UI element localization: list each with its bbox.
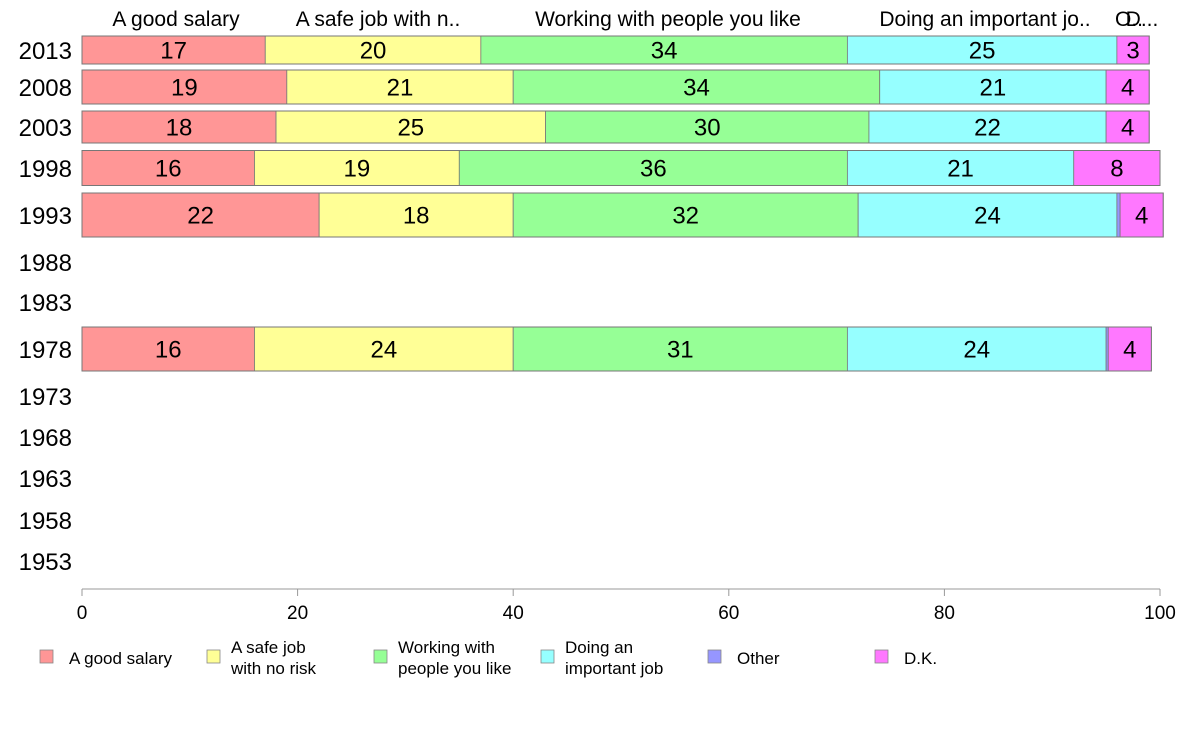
bar-outline [81,69,1150,105]
year-label: 1988 [19,250,72,277]
bar-segment [81,192,320,238]
bar-value-label: 22 [974,115,1001,142]
bars: 17 20 34 25 3 19 21 34 21 4 18 25 30 22 4 16 19 36 21 8 22 18… [81,35,1164,372]
bar-value-label: 19 [344,156,371,183]
x-tick-label: 0 [77,603,88,624]
bar-value-label: 24 [963,337,990,364]
bar-segment [512,69,881,105]
bar-outline [81,326,1152,372]
legend-swatch [39,649,54,664]
legend-label: A good salary [69,649,173,668]
x-tick-label: 40 [503,603,524,624]
bar-value-label: 34 [683,75,710,102]
bar-outline [81,150,1161,186]
bar-value-label: 34 [651,38,678,65]
bar-value-label: 4 [1135,203,1148,230]
bar-segment [254,150,460,186]
bar-segment [1116,192,1121,238]
bar-value-label: 21 [947,156,974,183]
bar-segment [81,110,277,144]
bar-segment [318,192,514,238]
legend-swatch [373,649,388,664]
top-label: Doing an important jo.. [879,8,1090,31]
bar-value-label: 22 [187,203,214,230]
bar-value-label: 4 [1121,75,1134,102]
year-label: 1998 [19,156,72,183]
x-tick-label: 80 [934,603,955,624]
bar-outline [81,110,1150,144]
bar-value-label: 19 [171,75,198,102]
year-label: 1993 [19,203,72,230]
bar-value-label: 30 [694,115,721,142]
year-label: 1978 [19,337,72,364]
bar-value-label: 4 [1123,337,1136,364]
bar-value-label: 21 [980,75,1007,102]
legend-swatch [874,649,889,664]
x-tick-label: 60 [718,603,739,624]
bar-segment [1107,326,1152,372]
x-tick-label: 100 [1144,603,1176,624]
x-tick-label: 20 [287,603,308,624]
top-label: O.. [1115,8,1143,31]
bar-value-label: 31 [667,337,694,364]
bar-outline [81,192,1164,238]
bar-value-label: 16 [155,156,182,183]
bar-value-label: 17 [160,38,187,65]
bar-value-label: 25 [397,115,424,142]
bar-segment [512,192,859,238]
bar-value-label: 24 [974,203,1001,230]
year-label: 1983 [19,290,72,317]
bar-value-label: 8 [1110,156,1123,183]
top-label: Working with people you like [535,8,801,31]
bar-value-label: 24 [370,337,397,364]
year-label: 1968 [19,425,72,452]
legend-label: Doing an important job [565,638,663,678]
x-axis: 0 20 40 60 80 100 [77,588,1176,624]
legend-label: Working with people you like [398,638,511,678]
bar-value-label: 21 [387,75,414,102]
legend-label: D.K. [904,649,937,668]
bar-segment [286,69,514,105]
bar-value-label: 25 [969,38,996,65]
bar-segment [254,326,514,372]
legend-swatch [540,649,555,664]
bar-value-label: 18 [166,115,193,142]
bar-value-label: 3 [1126,38,1139,65]
year-label: 1953 [19,549,72,576]
bar-value-label: 16 [155,337,182,364]
top-label: A safe job with n.. [296,8,461,31]
bar-value-label: 18 [403,203,430,230]
year-label: 1973 [19,384,72,411]
top-category-labels: A good salary A safe job with n.. Working … [112,8,1158,31]
year-label: 2013 [19,38,72,65]
year-label: 2003 [19,115,72,142]
bar-value-label: 4 [1121,115,1134,142]
bar-value-label: 20 [360,38,387,65]
legend-label: A safe job with no risk [230,638,317,678]
legend-label: Other [737,649,780,668]
bar-segment [81,326,255,372]
bar-segment [879,69,1107,105]
year-label: 2008 [19,75,72,102]
year-label: 1958 [19,508,72,535]
legend-swatch [206,649,221,664]
bar-value-label: 36 [640,156,667,183]
year-label: 1963 [19,466,72,493]
legend: A good salary A safe job with no risk Worki… [39,638,937,678]
bar-outline [81,35,1150,65]
bar-segment [857,192,1118,238]
top-label: D... [1126,8,1159,31]
bar-value-label: 32 [672,203,699,230]
legend-swatch [707,649,722,664]
top-label: A good salary [112,8,240,31]
year-axis-labels: 2013 2008 2003 1998 1993 1988 1983 1978 1973 1968… [19,38,72,576]
bar-segment [1105,110,1150,144]
